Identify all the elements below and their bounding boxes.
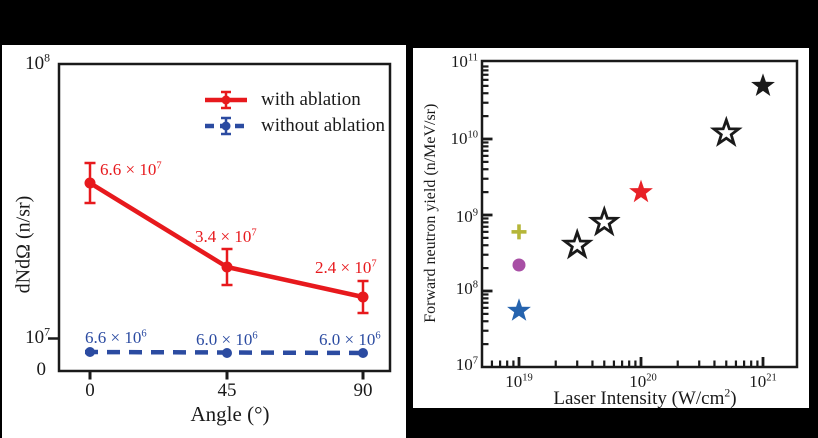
panel-a-xtick-0: 0: [85, 380, 95, 401]
panel-a-ytick-1e7: 107: [25, 325, 50, 348]
legend-label-with-ablation: with ablation: [261, 89, 361, 110]
panel-a-label-blue-0deg: 6.6 × 106: [85, 328, 147, 347]
panel-a-legend: with ablation without ablation: [203, 87, 385, 139]
panel-a-label-blue-90deg: 6.0 × 106: [319, 330, 381, 349]
panel-b-xtick-1e20: 1020: [629, 372, 657, 391]
panel-b-ytick-1e10: 1010: [450, 129, 478, 148]
panel-a-label-red-45deg: 3.4 × 107: [195, 227, 257, 246]
panel-a-label-red-0deg: 6.6 × 107: [100, 160, 162, 179]
panel-a-background: [2, 45, 406, 438]
panel-b-ytick-1e11: 1011: [450, 52, 478, 71]
legend-item-with-ablation: with ablation: [203, 87, 385, 113]
panel-a-label-red-90deg: 2.4 × 107: [315, 258, 377, 277]
errorbar-dashed-line-icon: [205, 116, 247, 136]
panel-a-xtick-45: 45: [217, 380, 237, 401]
panel-a-yaxis-title: dNdΩ (n/sr): [12, 195, 35, 294]
panel-b-xtick-1e21: 1021: [749, 372, 777, 391]
panel-a-ytick-0: 0: [36, 359, 47, 380]
panel-a-label-blue-45deg: 6.0 × 106: [196, 330, 258, 349]
panel-b-ytick-1e9: 109: [455, 207, 478, 226]
panel-a-xtick-90: 90: [353, 380, 373, 401]
panel-b-ytick-1e8: 108: [455, 279, 478, 298]
legend-item-without-ablation: without ablation: [203, 113, 385, 139]
legend-label-without-ablation: without ablation: [261, 115, 386, 136]
panel-a-ytick-1e8: 108: [25, 51, 50, 74]
panel-a-xaxis-title: Angle (°): [190, 402, 270, 426]
panel-b-xtick-1e19: 1019: [505, 372, 533, 391]
panel-b-ytick-1e7: 107: [455, 355, 478, 374]
panel-b-xaxis-title: Laser Intensity (W/cm2): [553, 386, 737, 409]
errorbar-line-icon: [205, 90, 247, 110]
panel-b-yaxis-title: Forward neutron yield (n/MeV/sr): [421, 103, 439, 323]
